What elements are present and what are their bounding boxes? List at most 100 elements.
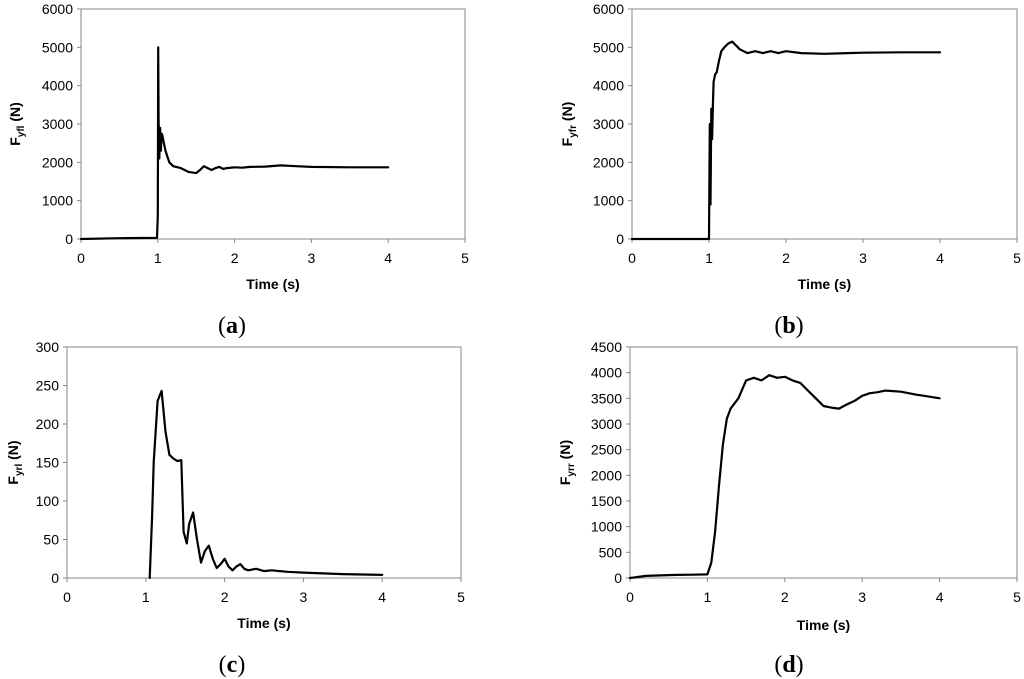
y-axis-label-unit: (N) [557, 440, 573, 463]
x-tick-label: 4 [936, 589, 944, 605]
panel-label-close-paren: ) [238, 313, 246, 339]
panel-label: (b) [774, 313, 803, 339]
panel-label-open-paren: ( [218, 313, 226, 339]
x-tick-label: 4 [378, 589, 386, 605]
plot-area [66, 346, 462, 579]
y-tick-label: 0 [616, 231, 624, 247]
panel-label-letter: b [782, 313, 795, 339]
chart-panel-b: 0 1000 2000 3000 4000 5000 6000 0 1 2 3 4 5 Time (s) F… [559, 1, 1021, 339]
y-axis-label-main: F [557, 476, 573, 485]
y-axis-label-unit: (N) [559, 102, 575, 125]
chart-panel-c: 0 50 100 150 200 250 300 0 1 2 3 4 5 Time (s) Fyrl (N)… [5, 339, 465, 678]
x-tick-label: 4 [384, 250, 392, 266]
y-tick-label: 150 [36, 455, 60, 471]
x-tick-label: 2 [231, 250, 239, 266]
y-tick-label: 300 [36, 339, 60, 355]
y-tick-label: 200 [36, 416, 60, 432]
y-tick-label: 5000 [593, 39, 624, 55]
y-tick-label: 6000 [593, 1, 624, 17]
x-tick-label: 0 [63, 589, 71, 605]
x-tick-label: 0 [626, 589, 634, 605]
x-tick-label: 2 [782, 250, 790, 266]
y-tick-label: 0 [65, 231, 73, 247]
y-axis-label: Fyrr (N) [557, 440, 577, 485]
chart-panel-a: 0 1000 2000 3000 4000 5000 6000 0 1 2 3 4 5 Time (s) F… [7, 1, 469, 339]
panel-label-letter: a [226, 313, 238, 339]
y-tick-label: 100 [36, 493, 60, 509]
x-tick-label: 1 [142, 589, 150, 605]
y-tick-label: 4000 [42, 78, 73, 94]
panel-label-open-paren: ( [219, 652, 227, 678]
panel-label-letter: d [782, 652, 796, 678]
y-axis-label-subscript: yfr [568, 125, 579, 138]
series-line [628, 374, 941, 580]
y-tick-label: 2500 [591, 442, 622, 458]
panel-label-close-paren: ) [237, 652, 245, 678]
y-tick-label: 2000 [591, 467, 622, 483]
y-tick-label: 4500 [591, 339, 622, 355]
x-tick-label: 3 [858, 589, 866, 605]
y-axis-label: Fyfr (N) [559, 102, 579, 147]
x-tick-label: 1 [154, 250, 162, 266]
y-tick-label: 1000 [591, 519, 622, 535]
series-line [79, 46, 390, 241]
y-tick-label: 3000 [593, 116, 624, 132]
x-axis-label: Time (s) [798, 276, 851, 292]
x-tick-label: 5 [461, 250, 469, 266]
x-tick-label: 2 [781, 589, 789, 605]
x-tick-label: 5 [1013, 589, 1021, 605]
y-tick-label: 2000 [593, 154, 624, 170]
panel-label-open-paren: ( [774, 652, 782, 678]
plot-area [631, 8, 1018, 240]
series-line [148, 389, 384, 580]
panel-label-letter: c [227, 652, 238, 678]
x-tick-label: 4 [936, 250, 944, 266]
x-axis-label: Time (s) [797, 617, 850, 633]
y-axis-label-main: F [7, 137, 23, 146]
x-tick-label: 3 [859, 250, 867, 266]
y-tick-label: 0 [51, 570, 59, 586]
y-axis-label-unit: (N) [5, 440, 21, 463]
y-axis-label-unit: (N) [7, 102, 23, 125]
x-tick-label: 5 [1013, 250, 1021, 266]
panel-label: (c) [219, 652, 246, 678]
y-axis-label: Fyfl (N) [7, 102, 27, 146]
y-axis-label-main: F [5, 476, 21, 485]
y-tick-label: 5000 [42, 39, 73, 55]
panel-label: (d) [774, 652, 803, 678]
x-tick-label: 3 [308, 250, 316, 266]
panel-label-open-paren: ( [774, 313, 782, 339]
y-tick-label: 0 [614, 570, 622, 586]
chart-panel-d: 0 500 1000 1500 2000 2500 3000 3500 4000 4500 0 1 2 3… [557, 339, 1021, 678]
x-axis-label: Time (s) [246, 276, 299, 292]
y-tick-label: 4000 [593, 78, 624, 94]
panel-label-close-paren: ) [796, 652, 804, 678]
y-axis-label-main: F [559, 137, 575, 146]
panel-label-close-paren: ) [796, 313, 804, 339]
y-tick-label: 3000 [42, 116, 73, 132]
y-tick-label: 3500 [591, 390, 622, 406]
y-tick-label: 2000 [42, 154, 73, 170]
y-tick-label: 50 [43, 532, 59, 548]
panel-label: (a) [218, 313, 246, 339]
series-line [630, 40, 942, 241]
y-axis-label-subscript: yrr [566, 463, 577, 476]
plot-area [629, 346, 1018, 579]
y-tick-label: 1000 [42, 193, 73, 209]
y-tick-label: 250 [36, 378, 60, 394]
x-tick-label: 1 [705, 250, 713, 266]
x-tick-label: 0 [77, 250, 85, 266]
y-axis-label-subscript: yfl [16, 125, 27, 137]
x-tick-label: 5 [457, 589, 465, 605]
y-axis-label-subscript: yrl [14, 464, 25, 476]
plot-area [80, 8, 466, 240]
y-tick-label: 1500 [591, 493, 622, 509]
y-tick-label: 4000 [591, 365, 622, 381]
y-axis-label: Fyrl (N) [5, 440, 25, 484]
y-tick-label: 3000 [591, 416, 622, 432]
x-tick-label: 3 [300, 589, 308, 605]
x-axis-label: Time (s) [237, 615, 290, 631]
y-tick-label: 6000 [42, 1, 73, 17]
x-tick-label: 2 [221, 589, 229, 605]
